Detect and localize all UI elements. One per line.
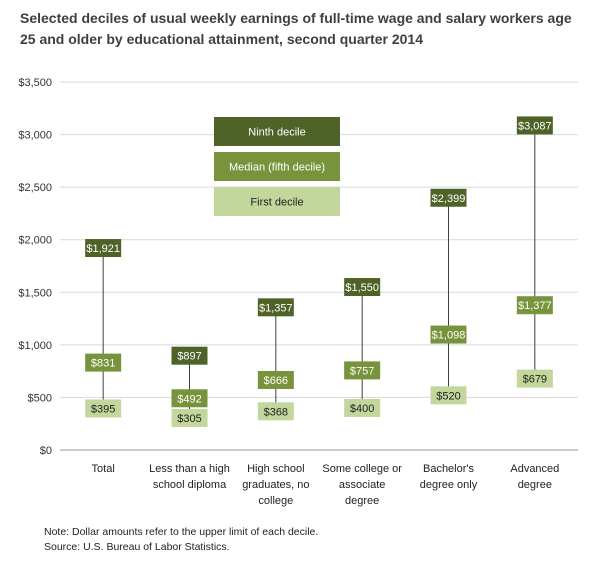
data-label: $520 <box>436 390 460 402</box>
chart-title: Selected deciles of usual weekly earning… <box>20 10 572 47</box>
y-tick-label: $2,500 <box>18 182 52 194</box>
data-label: $831 <box>91 358 115 370</box>
legend-item-first-decile <box>214 187 340 216</box>
x-tick-label: degree <box>518 479 552 491</box>
y-tick-label: $1,500 <box>18 287 52 299</box>
ninth-decile-marker <box>344 278 381 297</box>
y-tick-label: $1,000 <box>18 340 52 352</box>
legend-label: Ninth decile <box>248 127 305 139</box>
data-label: $897 <box>177 351 201 363</box>
first-decile-marker <box>516 369 553 388</box>
data-label: $757 <box>350 365 374 377</box>
first-decile-marker <box>171 408 208 427</box>
data-label: $679 <box>523 374 547 386</box>
note-text: Note: Dollar amounts refer to the upper … <box>44 526 319 538</box>
data-label: $666 <box>264 375 288 387</box>
data-label: $2,399 <box>432 193 466 205</box>
x-tick-label: High school <box>247 463 304 475</box>
data-label: $1,098 <box>432 330 466 342</box>
data-label: $1,357 <box>259 302 293 314</box>
first-decile-marker <box>257 402 294 421</box>
x-tick-label: Total <box>92 463 115 475</box>
x-tick-label: Less than a high <box>149 463 230 475</box>
y-tick-label: $0 <box>40 445 52 457</box>
legend-item-ninth-decile <box>214 117 340 146</box>
chart-footnotes: Note: Dollar amounts refer to the upper … <box>44 525 318 555</box>
legend-label: First decile <box>250 197 303 209</box>
ninth-decile-marker <box>516 116 553 135</box>
first-decile-marker <box>85 399 122 418</box>
x-tick-label: Some college or <box>322 463 402 475</box>
data-label: $3,087 <box>518 120 552 132</box>
median-marker <box>430 325 467 344</box>
median-marker <box>516 296 553 315</box>
x-tick-label: degree only <box>420 479 478 491</box>
ninth-decile-marker <box>430 188 467 207</box>
data-label: $1,377 <box>518 300 552 312</box>
data-label: $368 <box>264 406 288 418</box>
legend-label: Median (fifth decile) <box>229 162 325 174</box>
y-tick-label: $3,500 <box>18 77 52 89</box>
first-decile-marker <box>430 386 467 405</box>
data-label: $492 <box>177 393 201 405</box>
first-decile-marker <box>344 398 381 417</box>
median-marker <box>171 389 208 408</box>
y-tick-label: $2,000 <box>18 235 52 247</box>
x-tick-label: graduates, no <box>242 479 309 491</box>
ninth-decile-marker <box>85 239 122 258</box>
x-tick-label: associate <box>339 479 385 491</box>
x-tick-label: degree <box>345 495 379 507</box>
x-tick-label: school diploma <box>153 479 227 491</box>
data-label: $305 <box>177 413 201 425</box>
data-label: $400 <box>350 403 374 415</box>
ninth-decile-marker <box>257 298 294 317</box>
median-marker <box>85 353 122 372</box>
median-marker <box>257 370 294 389</box>
x-tick-label: Advanced <box>510 463 559 475</box>
data-label: $1,550 <box>345 282 379 294</box>
y-tick-label: $3,000 <box>18 130 52 142</box>
x-tick-label: Bachelor's <box>423 463 475 475</box>
data-label: $1,921 <box>86 243 120 255</box>
x-tick-label: college <box>258 495 293 507</box>
ninth-decile-marker <box>171 346 208 365</box>
median-marker <box>344 361 381 380</box>
data-label: $395 <box>91 403 115 415</box>
source-text: Source: U.S. Bureau of Labor Statistics. <box>44 541 230 553</box>
y-tick-label: $500 <box>28 392 52 404</box>
legend-item-median <box>214 152 340 181</box>
